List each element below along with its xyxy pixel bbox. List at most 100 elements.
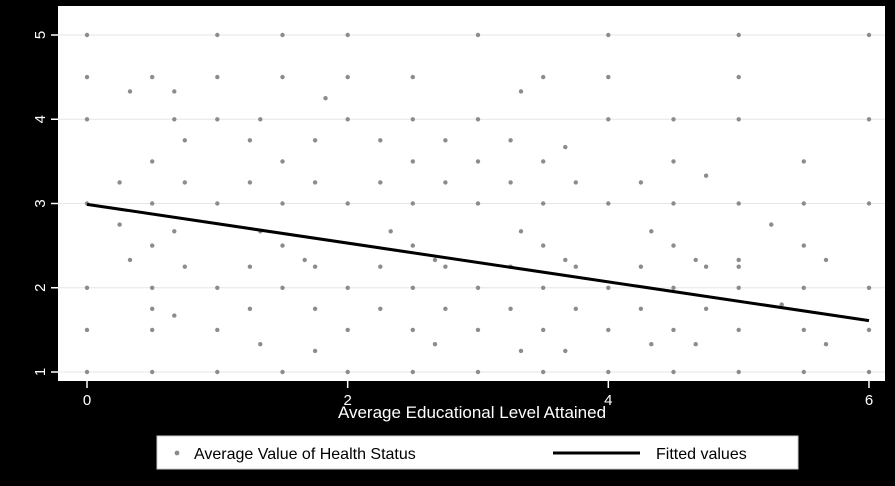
scatter-point-6 — [736, 32, 741, 38]
scatter-point-113 — [312, 264, 318, 269]
scatter-point-56 — [801, 285, 806, 290]
scatter-point-103 — [378, 138, 383, 143]
scatter-point-39 — [541, 201, 546, 206]
scatter-point-75 — [563, 348, 568, 354]
scatter-point-58 — [84, 327, 90, 333]
scatter-point-98 — [736, 257, 741, 263]
scatter-point-22 — [172, 117, 177, 122]
scatter-point-3 — [345, 32, 350, 38]
plot-panel — [58, 6, 885, 381]
scatter-point-147 — [150, 243, 155, 248]
scatter-point-43 — [801, 201, 806, 206]
scatter-point-93 — [801, 243, 806, 248]
x-tick-label-0: 0 — [83, 392, 91, 409]
scatter-point-90 — [801, 369, 806, 375]
scatter-point-7 — [866, 32, 872, 38]
y-tick-label-2: 3 — [32, 199, 49, 207]
scatter-point-108 — [671, 159, 676, 164]
scatter-point-49 — [345, 285, 350, 290]
scatter-point-69 — [866, 327, 872, 333]
scatter-point-23 — [215, 117, 220, 122]
scatter-point-45 — [84, 285, 90, 290]
scatter-points — [84, 32, 872, 375]
scatter-point-148 — [280, 243, 285, 248]
legend-marker-scatter — [174, 450, 180, 456]
scatter-point-5 — [606, 32, 611, 38]
y-tick-label-1: 2 — [32, 284, 49, 292]
scatter-point-71 — [258, 342, 263, 347]
scatter-point-10 — [215, 74, 220, 80]
scatter-point-73 — [432, 342, 438, 347]
scatter-point-64 — [541, 327, 546, 333]
scatter-point-11 — [280, 74, 285, 80]
scatter-point-14 — [541, 74, 546, 80]
scatter-point-78 — [823, 342, 829, 347]
scatter-point-33 — [150, 201, 155, 206]
scatter-point-95 — [801, 159, 806, 164]
scatter-point-94 — [769, 222, 774, 227]
scatter-point-126 — [508, 180, 513, 185]
scatter-point-60 — [215, 327, 220, 333]
y-axis-ticks: 1 2 3 4 5 — [32, 31, 58, 376]
scatter-point-47 — [215, 285, 220, 290]
scatter-point-153 — [410, 159, 415, 164]
x-tick-label-3: 6 — [865, 392, 873, 409]
scatter-point-106 — [563, 144, 568, 150]
scatter-point-68 — [801, 327, 806, 333]
scatter-point-15 — [606, 74, 611, 80]
scatter-point-13 — [410, 74, 415, 80]
scatter-point-91 — [866, 369, 872, 375]
scatter-point-24 — [258, 117, 263, 122]
scatter-point-17 — [127, 89, 133, 94]
x-tick-label-2: 4 — [604, 392, 612, 409]
scatter-point-134 — [518, 229, 524, 234]
legend-box — [156, 435, 799, 470]
scatter-point-20 — [518, 89, 524, 94]
scatter-point-146 — [703, 306, 709, 311]
scatter-point-21 — [84, 117, 90, 122]
scatter-point-61 — [345, 327, 350, 333]
scatter-point-36 — [345, 201, 350, 206]
scatter-point-129 — [172, 229, 177, 234]
scatter-point-136 — [649, 229, 654, 234]
scatter-point-4 — [475, 32, 481, 38]
scatter-point-86 — [541, 369, 546, 375]
scatter-point-119 — [703, 264, 709, 269]
scatter-point-40 — [606, 201, 611, 206]
scatter-point-0 — [84, 32, 90, 38]
scatter-point-123 — [312, 180, 318, 185]
x-axis-title: Average Educational Level Attained — [338, 403, 606, 422]
scatter-point-144 — [573, 306, 578, 311]
scatter-point-35 — [280, 201, 285, 206]
scatter-point-57 — [866, 285, 872, 290]
scatter-point-59 — [150, 327, 155, 333]
scatter-point-112 — [247, 264, 253, 269]
scatter-point-135 — [563, 257, 568, 263]
scatter-point-132 — [388, 229, 393, 234]
scatter-point-127 — [573, 180, 578, 185]
scatter-point-82 — [280, 369, 285, 375]
scatter-point-30 — [736, 117, 741, 122]
scatter-point-96 — [779, 302, 784, 307]
scatter-point-31 — [866, 117, 872, 122]
scatter-point-63 — [475, 327, 481, 333]
scatter-point-133 — [432, 257, 438, 263]
scatter-point-128 — [127, 257, 133, 263]
scatter-point-9 — [150, 74, 155, 80]
scatter-point-34 — [215, 201, 220, 206]
scatter-point-145 — [638, 306, 644, 311]
scatter-point-27 — [475, 117, 481, 122]
scatter-point-110 — [117, 222, 122, 227]
scatter-point-137 — [693, 257, 698, 263]
scatter-point-16 — [736, 74, 741, 80]
y-tick-label-0: 1 — [32, 368, 49, 376]
scatter-point-19 — [323, 96, 328, 101]
legend-label-fit: Fitted values — [656, 446, 747, 463]
scatter-point-99 — [150, 159, 155, 164]
scatter-point-140 — [312, 306, 318, 311]
scatter-point-44 — [866, 201, 872, 206]
scatter-point-41 — [671, 201, 676, 206]
scatter-point-101 — [247, 138, 253, 143]
scatter-point-122 — [247, 180, 253, 185]
